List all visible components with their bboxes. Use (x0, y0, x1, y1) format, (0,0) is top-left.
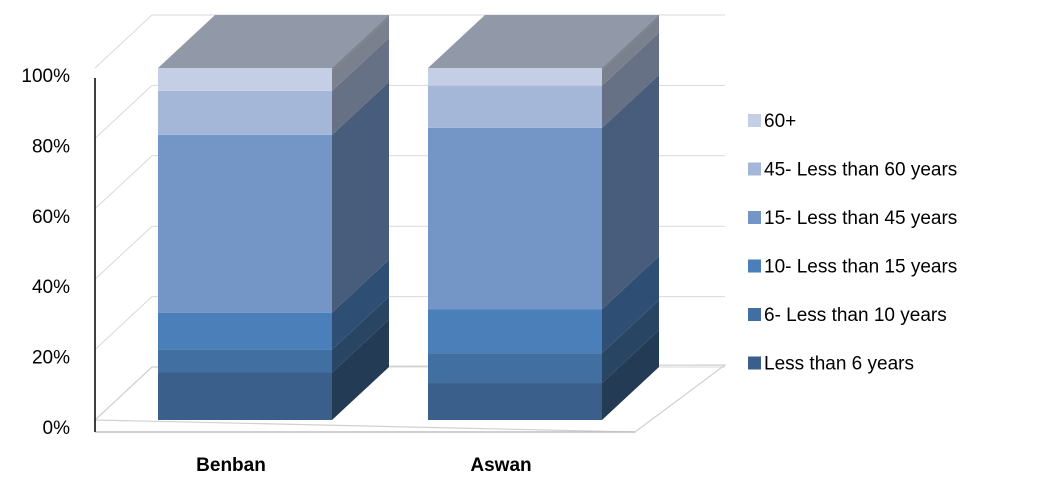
legend-label: 10- Less than 15 years (764, 257, 957, 278)
legend-label: 6- Less than 10 years (764, 305, 947, 326)
bar-segment-side (602, 300, 659, 384)
bar-segment (428, 353, 602, 384)
bar-segment-side (602, 74, 659, 310)
bar-segment (428, 127, 602, 310)
y-tick-label: 20% (32, 348, 70, 369)
bar-segment-side (602, 32, 659, 128)
bar-top (428, 15, 659, 68)
bar-segment-side (602, 256, 659, 354)
legend-swatch (748, 211, 761, 224)
legend-swatch (748, 259, 761, 273)
bar-segment (428, 309, 602, 354)
chart-floor (93, 364, 727, 433)
legend-swatch (748, 308, 761, 321)
x-tick-label: Aswan (470, 455, 531, 476)
legend-label: 15- Less than 45 years (764, 208, 957, 229)
bar-segment-side (332, 259, 389, 350)
legend-swatch (748, 162, 761, 176)
bars (158, 15, 659, 420)
y-tick-label: 60% (32, 207, 70, 228)
bar-segment (428, 68, 602, 86)
legend-swatch (748, 356, 761, 370)
bar-segment-side (332, 296, 389, 373)
bar-segment (158, 134, 332, 313)
y-tick-label: 100% (21, 66, 70, 87)
bar-segment-side (602, 15, 659, 86)
bar-segment (158, 68, 332, 91)
gridline-side (94, 296, 153, 350)
bar-segment (428, 85, 602, 128)
legend-item: 60+ (748, 111, 796, 132)
bar-top-edge (332, 15, 389, 72)
legend-item: 15- Less than 45 years (748, 208, 957, 229)
bar-segment (158, 372, 332, 420)
x-tick-label: Benban (196, 455, 266, 476)
legend: 60+ 45- Less than 60 years 15- Less than 4… (748, 111, 957, 375)
gridline-side (94, 225, 153, 280)
bar-stack-benban (158, 15, 389, 420)
legend-label: 45- Less than 60 years (764, 160, 957, 181)
legend-label: Less than 6 years (764, 354, 914, 375)
bar-segment-side (332, 319, 389, 420)
floor-outline (93, 364, 727, 433)
bar-segment (158, 312, 332, 350)
bar-segment-side (332, 37, 389, 135)
gridline-side (94, 14, 153, 69)
y-tick-label: 40% (32, 277, 70, 298)
bar-top-edge (602, 15, 659, 72)
bar-segment-side (332, 15, 389, 91)
bar-segment (428, 383, 602, 420)
bar-segment (158, 349, 332, 373)
bar-stack-aswan (428, 15, 659, 420)
legend-item: Less than 6 years (748, 354, 914, 375)
bar-top (158, 15, 389, 68)
legend-item: 6- Less than 10 years (748, 305, 947, 326)
bar-segment-side (332, 81, 389, 313)
bar-segment-side (602, 330, 659, 420)
x-axis: Benban Aswan (196, 455, 531, 476)
gridline-side (94, 155, 153, 210)
legend-swatch (748, 114, 761, 127)
y-tick-label: 80% (32, 136, 70, 157)
legend-item: 45- Less than 60 years (748, 160, 957, 181)
legend-item: 10- Less than 15 years (748, 257, 957, 278)
y-tick-label: 0% (43, 418, 71, 439)
y-axis: 0% 20% 40% 60% 80% 100% (21, 66, 96, 439)
legend-label: 60+ (764, 111, 796, 132)
gridline-side (94, 85, 153, 139)
bar-segment (158, 90, 332, 135)
